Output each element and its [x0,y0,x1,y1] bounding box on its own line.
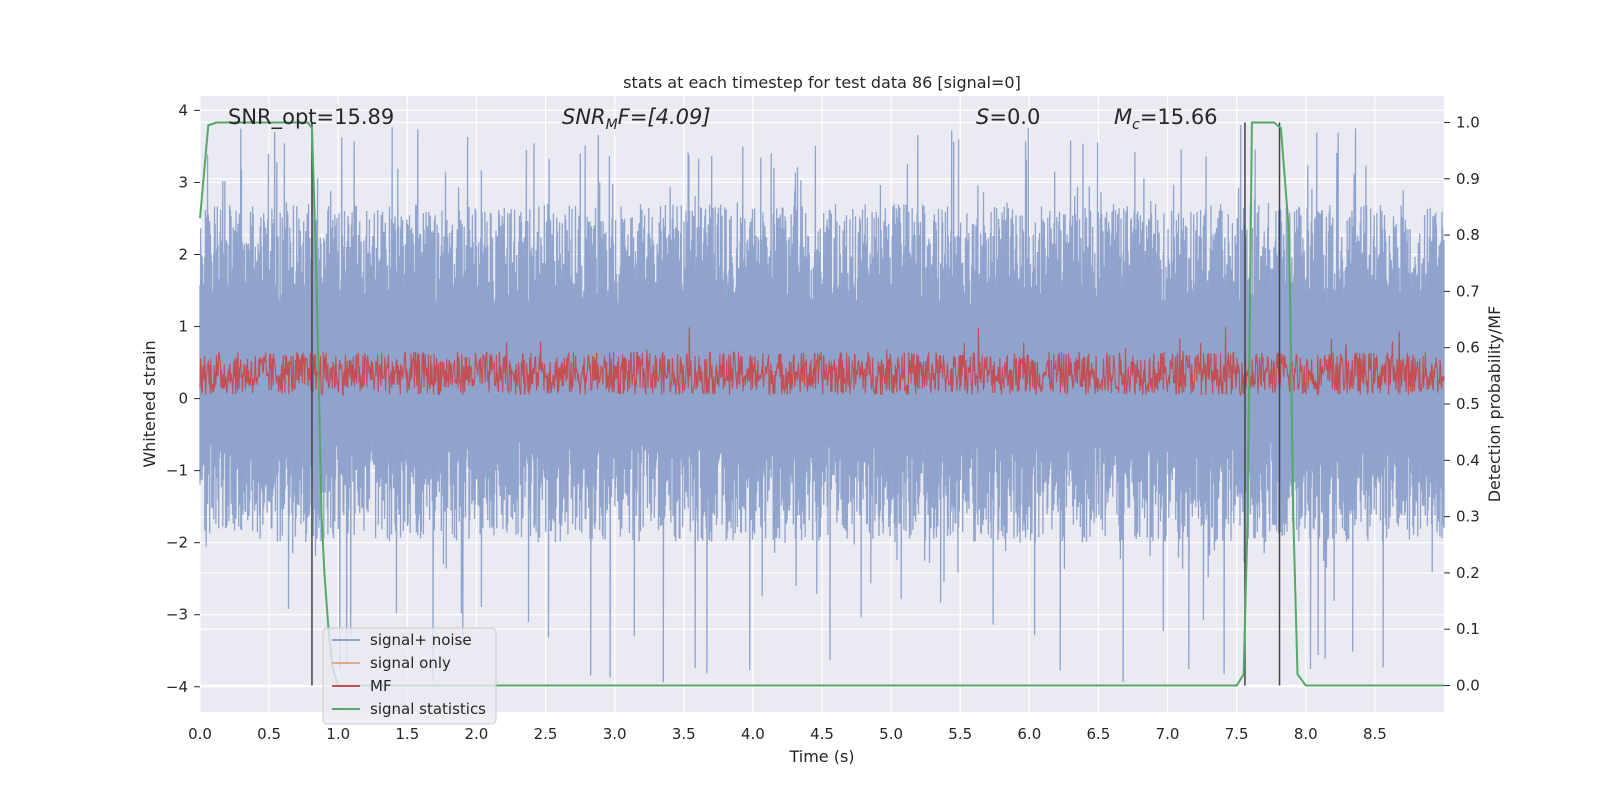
y-right-tick-label-3: 0.7 [1456,282,1480,300]
x-tick-label-6: 3.0 [603,725,627,743]
x-tick-label-10: 5.0 [879,725,903,743]
y-axis-ticks: 4 3 2 1 0 −1 −2 −3 −4 [166,101,200,696]
y-right-tick-label-9: 0.1 [1456,620,1480,638]
legend-label-signal-only: signal only [370,654,451,672]
y-tick-label-6: −2 [166,534,188,552]
y-right-tick-label-2: 0.8 [1456,226,1480,244]
mf-series [199,326,1445,397]
x-tick-label-9: 4.5 [810,725,834,743]
y-tick-label-1: 3 [178,173,188,191]
legend-box [322,627,497,725]
x-tick-label-0: 0.0 [188,725,212,743]
series-mf-line [199,326,1445,397]
chart-title: stats at each timestep for test data 86 … [623,73,1021,92]
legend-label-signal-noise: signal+ noise [370,631,472,649]
legend-label-mf: MF [370,677,392,695]
x-tick-label-1: 0.5 [257,725,281,743]
series-signal-statistics-line [199,121,1444,687]
y-tick-label-0: 4 [178,101,188,119]
x-tick-label-4: 2.0 [465,725,489,743]
x-tick-label-7: 3.5 [672,725,696,743]
y-axis-label-right: Detection probability/MF [1485,306,1504,503]
right-axis-ticks: 1.0 0.9 0.8 0.7 0.6 0.5 0.4 0.3 0.2 0.1 0.0 [1444,113,1480,695]
x-tick-label-3: 1.5 [395,725,419,743]
x-tick-label-11: 5.5 [948,725,972,743]
x-tick-label-12: 6.0 [1017,725,1041,743]
x-tick-label-5: 2.5 [534,725,558,743]
y-right-tick-label-1: 0.9 [1456,170,1480,188]
x-tick-label-15: 7.5 [1225,725,1249,743]
y-tick-label-4: 0 [178,390,188,408]
x-tick-label-17: 8.5 [1363,725,1387,743]
annotation-snr-mf: SNRMF=[4.09] [562,105,711,133]
y-right-tick-label-8: 0.2 [1456,564,1480,582]
y-tick-label-7: −3 [166,606,188,624]
y-right-tick-label-4: 0.6 [1456,339,1480,357]
legend: signal+ noise signal only MF signal stat… [322,627,497,725]
y-right-tick-label-6: 0.4 [1456,451,1480,469]
y-right-tick-label-0: 1.0 [1456,113,1480,131]
x-axis-label: Time (s) [788,747,854,766]
y-right-tick-label-10: 0.0 [1456,677,1480,695]
x-tick-label-14: 7.0 [1156,725,1180,743]
y-tick-label-2: 2 [178,246,188,264]
annotation-snr-opt: SNR_opt=15.89 [228,105,394,130]
y-right-tick-label-7: 0.3 [1456,508,1480,526]
y-right-tick-label-5: 0.5 [1456,395,1480,413]
x-tick-label-13: 6.5 [1087,725,1111,743]
x-tick-label-8: 4.0 [741,725,765,743]
x-tick-label-16: 8.0 [1294,725,1318,743]
signal-statistics-series [199,121,1444,687]
x-tick-label-2: 1.0 [326,725,350,743]
legend-label-signal-statistics: signal statistics [370,700,486,718]
annotation-mc: Mc=15.66 [1114,105,1218,133]
annotation-s: S=0.0 [976,105,1040,129]
y-axis-label: Whitened strain [140,340,159,467]
y-tick-label-8: −4 [166,678,188,696]
x-axis-ticks: 0.0 0.5 1.0 1.5 2.0 2.5 3.0 3.5 4.0 4.5 5.0 5.5 6.0 6… [188,725,1387,743]
y-tick-label-3: 1 [178,318,188,336]
y-tick-label-5: −1 [166,462,188,480]
